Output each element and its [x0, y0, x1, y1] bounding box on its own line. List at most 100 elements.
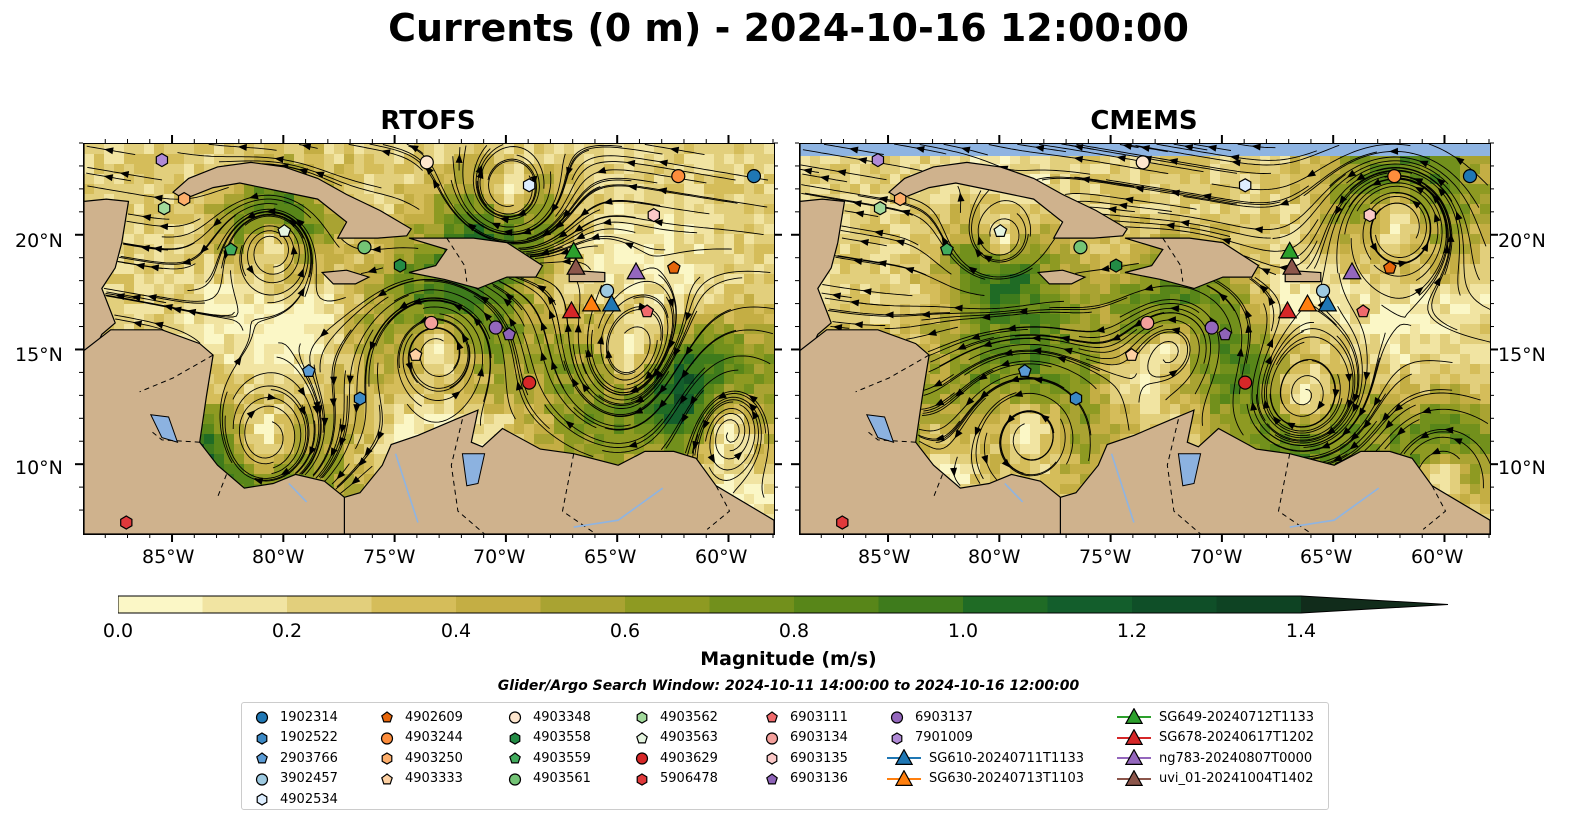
streamline-arrow	[564, 322, 572, 333]
legend-marker-icon	[887, 769, 921, 786]
float-marker-4903562	[873, 201, 887, 216]
streamline-arrow	[977, 235, 985, 246]
streamline-arrow	[377, 430, 385, 441]
streamline-arrow	[315, 404, 323, 415]
land-hispaniola	[1124, 237, 1260, 290]
streamline-arrow	[297, 287, 305, 297]
legend-marker	[255, 711, 269, 724]
legend-marker-icon	[766, 711, 778, 723]
streamline-arrow	[1345, 373, 1353, 383]
streamline-arrow	[451, 390, 461, 400]
streamline-arrow	[1202, 193, 1212, 201]
streamline-arrow	[1060, 335, 1070, 343]
streamline-arrow	[1063, 347, 1073, 355]
float-marker-4903348	[419, 155, 434, 170]
streamline-arrow	[967, 266, 978, 275]
streamline-arrow	[1118, 202, 1128, 210]
streamline-arrow	[540, 321, 548, 331]
argo-floats	[836, 152, 1478, 530]
legend-marker-icon	[1117, 769, 1151, 786]
legend-marker	[381, 773, 393, 785]
cbar-tick-7: 1.4	[1285, 620, 1317, 642]
streamline-arrow	[983, 254, 993, 263]
streamline-arrow	[154, 321, 164, 329]
streamline-arrow	[950, 467, 958, 477]
colorbar	[118, 595, 1449, 614]
legend-item: uvi_01-20241004T1402	[1117, 769, 1314, 790]
legend-item: ng783-20240807T0000	[1117, 748, 1314, 769]
lon-tick-left-65: 65°W	[584, 546, 637, 568]
streamline-arrow	[516, 209, 527, 217]
streamline-arrow	[1018, 307, 1028, 315]
streamline-arrow	[398, 301, 409, 310]
streamline-arrow	[1352, 403, 1360, 413]
cbar-tick-4: 0.8	[778, 620, 810, 642]
streamline-arrow	[152, 245, 163, 253]
float-marker-4903348	[1135, 155, 1150, 170]
legend-column: 1902314 1902522 2903766 3902457 4902534	[252, 707, 338, 810]
streamline-arrow	[246, 409, 256, 419]
legend-item: 5906478	[632, 769, 718, 790]
streamline-arrow	[956, 342, 967, 350]
legend-item: 4903562	[632, 707, 718, 728]
legend-label: 1902522	[280, 730, 338, 746]
streamline-arrow	[1166, 316, 1176, 324]
float-marker-1902522	[353, 391, 367, 406]
country-border	[866, 430, 916, 443]
streamline-arrow	[249, 192, 259, 200]
legend-marker-icon	[508, 711, 522, 724]
country-border	[217, 474, 227, 498]
streamline-arrow	[624, 242, 634, 250]
streamline-arrow	[974, 248, 984, 258]
land-cuba	[171, 161, 413, 239]
streamline-arrow	[1418, 160, 1429, 168]
streamline-arrow	[689, 395, 698, 406]
streamlines	[800, 144, 1490, 489]
glider-marker-SG678-20240617T1202	[1277, 300, 1298, 319]
streamline-arrow	[751, 410, 760, 420]
legend-marker-icon	[765, 732, 779, 745]
streamline-arrow	[1218, 292, 1228, 302]
streamline-arrow	[1316, 400, 1325, 411]
legend-marker-icon	[255, 773, 269, 786]
legend-item: 3902457	[252, 769, 338, 790]
lon-tick-left-85: 85°W	[142, 546, 195, 568]
country-border	[1162, 237, 1184, 282]
streamline-arrow	[377, 289, 387, 297]
streamline-arrow	[1389, 147, 1399, 155]
streamline-arrow	[491, 222, 501, 230]
legend-label: 4903244	[405, 730, 463, 746]
streamline-arrow	[679, 394, 688, 405]
map-panel-rtofs	[83, 143, 775, 535]
land-jamaica	[1036, 269, 1087, 285]
legend-marker-icon	[1117, 708, 1151, 725]
legend-marker	[766, 752, 778, 765]
streamline-arrow	[657, 187, 668, 195]
float-marker-3902457	[599, 283, 615, 298]
streamline-arrow	[381, 149, 391, 157]
map-canvas	[800, 144, 1490, 534]
legend-marker	[766, 711, 778, 723]
legend-label: 1902314	[280, 709, 338, 725]
legend-marker	[765, 732, 779, 745]
streamline-arrow	[955, 388, 965, 397]
streamline-arrow	[1168, 369, 1179, 378]
legend-item: 2903766	[252, 748, 338, 769]
colorbar-segment	[202, 596, 288, 613]
streamline-arrow	[295, 218, 305, 228]
lat-tick-right-10: 10°N	[1498, 457, 1546, 479]
streamline-arrow	[1455, 157, 1465, 166]
streamline-arrow	[655, 370, 664, 381]
streamline-arrow	[1358, 407, 1367, 418]
legend-marker	[894, 749, 914, 766]
argo-floats	[120, 152, 762, 530]
streamline-arrow	[1260, 268, 1271, 276]
streamline-arrow	[960, 146, 971, 154]
streamline-arrow	[1056, 356, 1067, 363]
nodata-band	[800, 144, 1490, 156]
streamline-arrow	[1100, 264, 1110, 272]
streamline-arrow	[336, 470, 346, 480]
legend-marker	[1124, 708, 1144, 725]
legend-marker-icon	[508, 773, 522, 786]
streamline-arrow	[1165, 222, 1175, 230]
